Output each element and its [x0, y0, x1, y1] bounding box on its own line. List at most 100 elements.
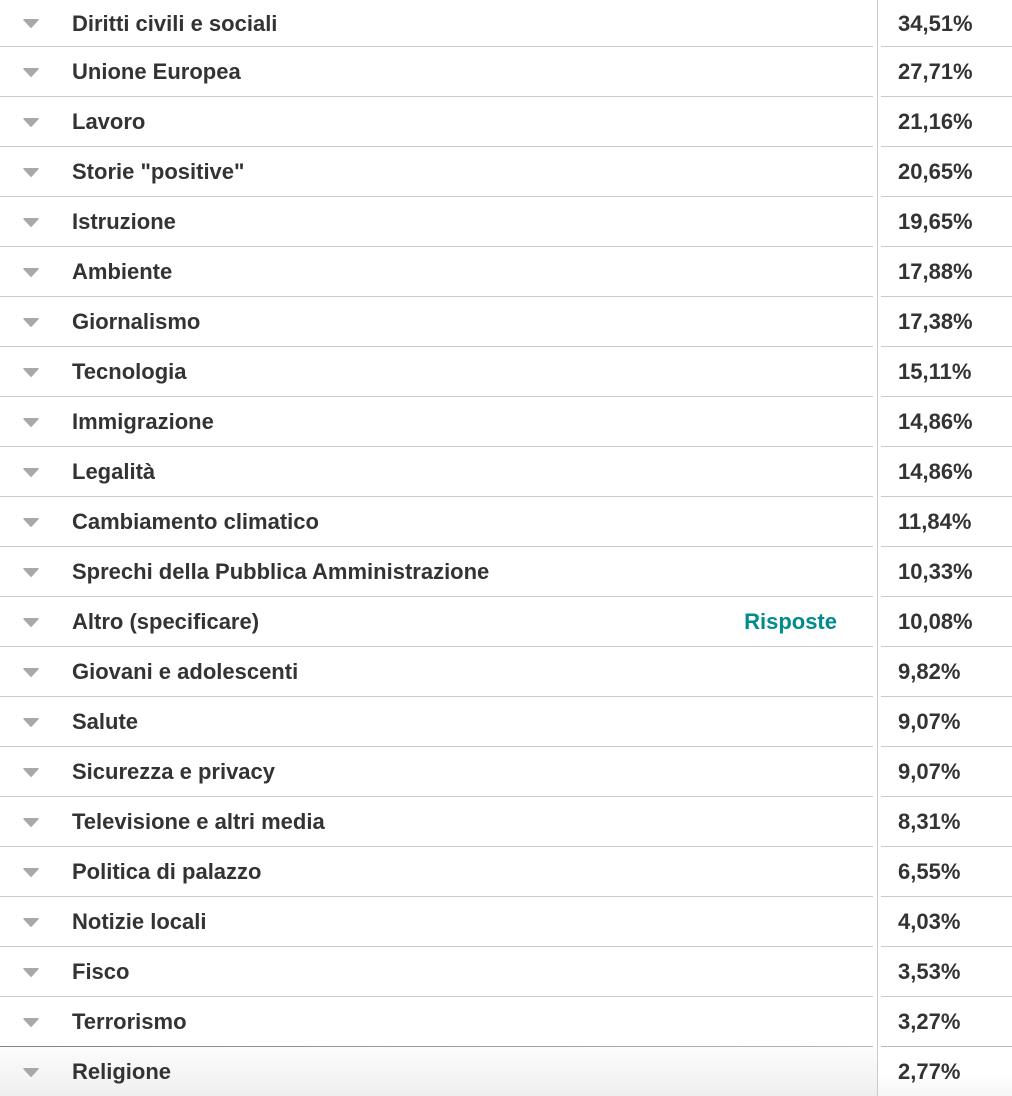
percent-value: 14,86%: [898, 459, 973, 484]
chevron-down-icon[interactable]: [22, 217, 40, 227]
chevron-down-icon[interactable]: [22, 267, 40, 277]
percent-cell: 9,82%: [877, 647, 1012, 697]
row-label: Salute: [72, 709, 139, 734]
table-row: Immigrazione 14,86%: [0, 397, 1012, 447]
percent-cell: 3,27%: [877, 997, 1012, 1047]
chevron-down-icon[interactable]: [22, 717, 40, 727]
percent-value: 10,33%: [898, 559, 973, 584]
chevron-down-icon[interactable]: [22, 19, 40, 28]
answer-cell: Religione: [0, 1047, 877, 1096]
percent-value: 19,65%: [898, 209, 973, 234]
table-row: Religione 2,77%: [0, 1047, 1012, 1096]
answer-cell: Fisco: [0, 947, 877, 997]
answer-cell: Diritti civili e sociali: [0, 0, 877, 47]
table-row: Sprechi della Pubblica Amministrazione 1…: [0, 547, 1012, 597]
table-row: Salute 9,07%: [0, 697, 1012, 747]
answer-cell: Istruzione: [0, 197, 877, 247]
percent-cell: 14,86%: [877, 397, 1012, 447]
percent-value: 9,07%: [898, 709, 961, 734]
table-row: Diritti civili e sociali 34,51%: [0, 0, 1012, 47]
answer-cell: Giornalismo: [0, 297, 877, 347]
answer-cell: Unione Europea: [0, 47, 877, 97]
chevron-down-icon[interactable]: [22, 367, 40, 377]
percent-cell: 34,51%: [877, 0, 1012, 47]
answer-cell: Storie "positive": [0, 147, 877, 197]
row-label: Unione Europea: [72, 59, 241, 84]
answer-cell: Legalità: [0, 447, 877, 497]
row-label: Sprechi della Pubblica Amministrazione: [72, 559, 490, 584]
row-label: Sicurezza e privacy: [72, 759, 276, 784]
row-label: Fisco: [72, 959, 130, 984]
answer-cell: Cambiamento climatico: [0, 497, 877, 547]
row-label: Tecnologia: [72, 359, 187, 384]
row-label: Lavoro: [72, 109, 146, 134]
row-label: Giovani e adolescenti: [72, 659, 299, 684]
answer-cell: Terrorismo: [0, 997, 877, 1047]
percent-cell: 9,07%: [877, 697, 1012, 747]
chevron-down-icon[interactable]: [22, 167, 40, 177]
table-row: Storie "positive" 20,65%: [0, 147, 1012, 197]
percent-value: 6,55%: [898, 859, 961, 884]
table-row: Fisco 3,53%: [0, 947, 1012, 997]
percent-value: 9,07%: [898, 759, 961, 784]
percent-cell: 17,88%: [877, 247, 1012, 297]
percent-cell: 8,31%: [877, 797, 1012, 847]
table-row: Giornalismo 17,38%: [0, 297, 1012, 347]
percent-value: 17,38%: [898, 309, 973, 334]
percent-cell: 4,03%: [877, 897, 1012, 947]
table-row: Politica di palazzo 6,55%: [0, 847, 1012, 897]
chevron-down-icon[interactable]: [22, 817, 40, 827]
chevron-down-icon[interactable]: [22, 667, 40, 677]
percent-value: 9,82%: [898, 659, 961, 684]
chevron-down-icon[interactable]: [22, 967, 40, 977]
row-label: Religione: [72, 1059, 172, 1084]
answer-cell: Televisione e altri media: [0, 797, 877, 847]
percent-value: 34,51%: [898, 10, 973, 36]
chevron-down-icon[interactable]: [22, 517, 40, 527]
percent-cell: 21,16%: [877, 97, 1012, 147]
chevron-down-icon[interactable]: [22, 1067, 40, 1077]
row-label: Storie "positive": [72, 159, 245, 184]
answer-cell: Altro (specificare) Risposte: [0, 597, 877, 647]
answer-cell: Tecnologia: [0, 347, 877, 397]
answer-cell: Sprechi della Pubblica Amministrazione: [0, 547, 877, 597]
row-label: Terrorismo: [72, 1009, 187, 1034]
percent-value: 15,11%: [898, 359, 972, 384]
row-label: Cambiamento climatico: [72, 509, 319, 534]
chevron-down-icon[interactable]: [22, 867, 40, 877]
chevron-down-icon[interactable]: [22, 417, 40, 427]
percent-value: 20,65%: [898, 159, 973, 184]
percent-value: 17,88%: [898, 259, 973, 284]
table-row: Notizie locali 4,03%: [0, 897, 1012, 947]
row-label: Politica di palazzo: [72, 859, 262, 884]
chevron-down-icon[interactable]: [22, 767, 40, 777]
percent-value: 2,77%: [898, 1059, 961, 1084]
chevron-down-icon[interactable]: [22, 467, 40, 477]
percent-value: 14,86%: [898, 409, 973, 434]
table-row: Lavoro 21,16%: [0, 97, 1012, 147]
chevron-down-icon[interactable]: [22, 1017, 40, 1027]
percent-cell: 14,86%: [877, 447, 1012, 497]
chevron-down-icon[interactable]: [22, 117, 40, 127]
answer-cell: Lavoro: [0, 97, 877, 147]
percent-value: 4,03%: [898, 909, 961, 934]
chevron-down-icon[interactable]: [22, 917, 40, 927]
percent-cell: 9,07%: [877, 747, 1012, 797]
chevron-down-icon[interactable]: [22, 317, 40, 327]
row-label: Televisione e altri media: [72, 809, 325, 834]
percent-value: 21,16%: [898, 109, 973, 134]
row-label: Immigrazione: [72, 409, 214, 434]
chevron-down-icon[interactable]: [22, 617, 40, 627]
chevron-down-icon[interactable]: [22, 567, 40, 577]
chevron-down-icon[interactable]: [22, 67, 40, 77]
percent-cell: 10,08%: [877, 597, 1012, 647]
percent-value: 3,27%: [898, 1009, 961, 1034]
row-label: Notizie locali: [72, 909, 207, 934]
table-row: Unione Europea 27,71%: [0, 47, 1012, 97]
answer-cell: Notizie locali: [0, 897, 877, 947]
percent-cell: 3,53%: [877, 947, 1012, 997]
percent-cell: 15,11%: [877, 347, 1012, 397]
answer-cell: Giovani e adolescenti: [0, 647, 877, 697]
risposte-link[interactable]: Risposte: [744, 609, 837, 634]
